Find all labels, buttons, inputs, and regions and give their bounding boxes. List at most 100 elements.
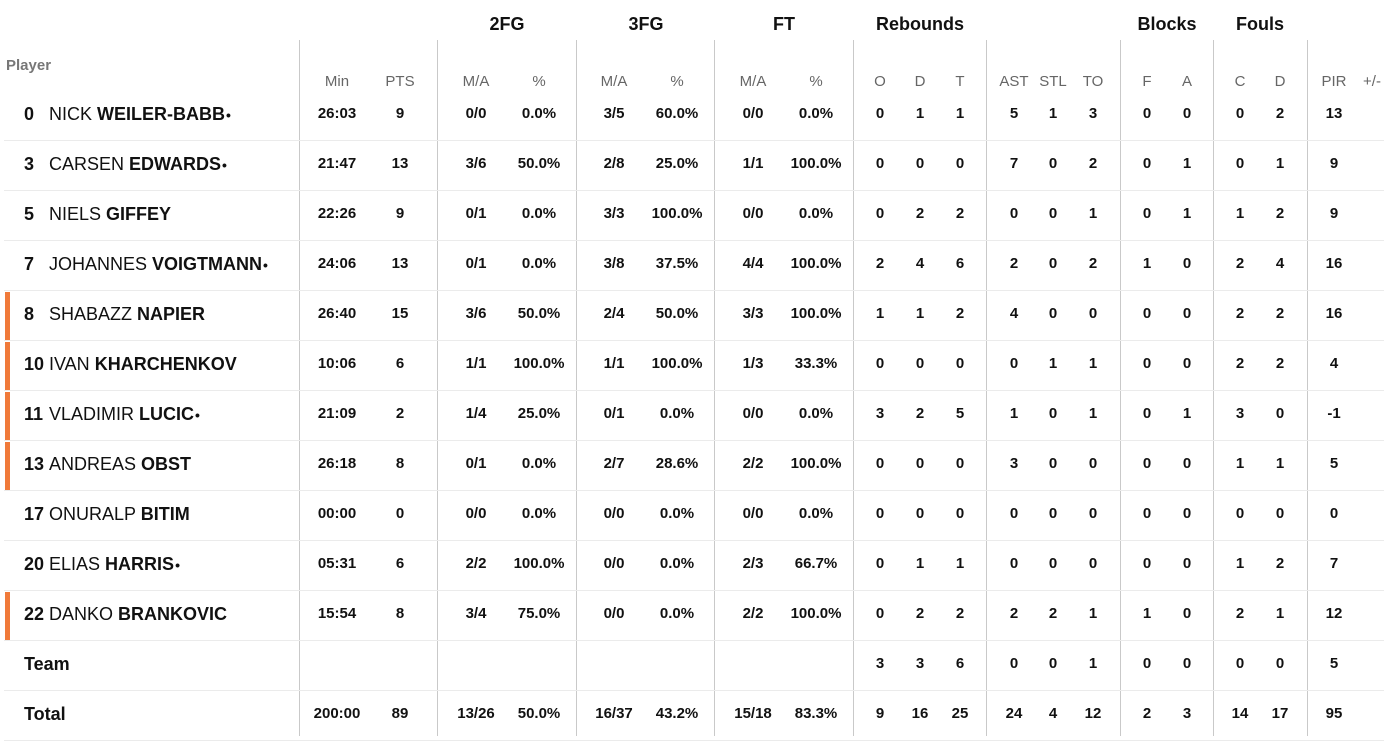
stat-3fg-pct: 100.0% bbox=[651, 205, 703, 222]
row-separator bbox=[4, 690, 1384, 691]
stat-3fg-pct: 60.0% bbox=[655, 105, 699, 122]
subheader-reb-t[interactable]: T bbox=[955, 73, 965, 90]
stat-fouls-c: 2 bbox=[1235, 255, 1245, 272]
stat-reb-t: 0 bbox=[955, 155, 965, 172]
stat-stl: 0 bbox=[1048, 555, 1058, 572]
stat-ast: 3 bbox=[1009, 455, 1019, 472]
player-last-name: WEILER-BABB bbox=[97, 104, 226, 124]
stat-3fg-ma: 0/1 bbox=[603, 405, 625, 422]
group-3fg: 3FG bbox=[628, 14, 664, 34]
subheader-stl[interactable]: STL bbox=[1039, 73, 1067, 90]
subheader-reb-d[interactable]: D bbox=[914, 73, 926, 90]
stat-3fg-ma: 0/0 bbox=[603, 605, 625, 622]
stat-blk-f: 0 bbox=[1142, 305, 1152, 322]
stat-reb-d: 2 bbox=[915, 405, 925, 422]
stat-to: 12 bbox=[1084, 705, 1102, 722]
stat-reb-d: 16 bbox=[911, 705, 929, 722]
stat-pts: 8 bbox=[395, 605, 405, 622]
player-name-link[interactable]: ELIAS HARRIS• bbox=[49, 554, 180, 575]
team-label: Team bbox=[24, 654, 70, 674]
stat-3fg-pct: 25.0% bbox=[655, 155, 699, 172]
stat-blk-a: 0 bbox=[1182, 355, 1192, 372]
starter-marker: • bbox=[226, 107, 231, 123]
stat-2fg-ma: 0/0 bbox=[465, 505, 487, 522]
stat-fouls-c: 3 bbox=[1235, 405, 1245, 422]
stat-min: 15:54 bbox=[317, 605, 357, 622]
subheader-3fg-pct[interactable]: % bbox=[670, 73, 684, 90]
stat-reb-t: 25 bbox=[951, 705, 969, 722]
subheader-3fg-ma[interactable]: M/A bbox=[600, 73, 628, 90]
stat-blk-f: 1 bbox=[1142, 605, 1152, 622]
player-name-link[interactable]: NICK WEILER-BABB• bbox=[49, 104, 231, 125]
subheader-fouls-d[interactable]: D bbox=[1274, 73, 1286, 90]
stat-ft-ma: 0/0 bbox=[742, 205, 764, 222]
subheader-ft-pct[interactable]: % bbox=[809, 73, 823, 90]
player-last-name: OBST bbox=[141, 454, 192, 474]
player-name-link[interactable]: CARSEN EDWARDS• bbox=[49, 154, 227, 175]
subheader-2fg-pct[interactable]: % bbox=[532, 73, 546, 90]
stat-reb-d: 0 bbox=[915, 155, 925, 172]
subheader-blk-f[interactable]: F bbox=[1142, 73, 1152, 90]
player-name-link[interactable]: ANDREAS OBST bbox=[49, 454, 191, 475]
stat-fouls-c: 14 bbox=[1231, 705, 1249, 722]
stat-fouls-c: 0 bbox=[1235, 655, 1245, 672]
divider bbox=[986, 40, 987, 736]
stat-ast: 0 bbox=[1009, 355, 1019, 372]
stat-2fg-pct: 75.0% bbox=[517, 605, 561, 622]
player-name-link[interactable]: SHABAZZ NAPIER bbox=[49, 304, 205, 325]
row-separator bbox=[4, 240, 1384, 241]
subheader-pir[interactable]: PIR bbox=[1321, 73, 1347, 90]
subheader-pts[interactable]: PTS bbox=[385, 73, 415, 90]
stat-pts: 6 bbox=[395, 555, 405, 572]
subheader-ft-ma[interactable]: M/A bbox=[739, 73, 767, 90]
stat-ft-ma: 0/0 bbox=[742, 505, 764, 522]
stat-fouls-d: 2 bbox=[1275, 205, 1285, 222]
stat-pts: 2 bbox=[395, 405, 405, 422]
stat-pts: 13 bbox=[391, 255, 409, 272]
player-name-link[interactable]: IVAN KHARCHENKOV bbox=[49, 354, 237, 375]
subheader-min[interactable]: Min bbox=[324, 73, 350, 90]
row-separator bbox=[4, 340, 1384, 341]
starter-marker: • bbox=[263, 257, 268, 273]
stat-3fg-pct: 0.0% bbox=[659, 505, 695, 522]
stat-blk-a: 0 bbox=[1182, 605, 1192, 622]
stat-min: 10:06 bbox=[317, 355, 357, 372]
subheader-reb-o[interactable]: O bbox=[874, 73, 886, 90]
stat-to: 2 bbox=[1088, 155, 1098, 172]
player-name-link[interactable]: VLADIMIR LUCIC• bbox=[49, 404, 200, 425]
player-row: 13 ANDREAS OBST 26:18 8 0/1 0.0% 2/7 28.6% 2/2 10… bbox=[0, 441, 1384, 491]
stat-reb-o: 0 bbox=[875, 355, 885, 372]
player-name-link[interactable]: NIELS GIFFEY bbox=[49, 204, 171, 225]
player-name-link[interactable]: JOHANNES VOIGTMANN• bbox=[49, 254, 268, 275]
stat-ast: 2 bbox=[1009, 255, 1019, 272]
subheader-blk-a[interactable]: A bbox=[1181, 73, 1193, 90]
subheader-2fg-ma[interactable]: M/A bbox=[462, 73, 490, 90]
stat-blk-f: 0 bbox=[1142, 155, 1152, 172]
stat-2fg-ma: 13/26 bbox=[457, 705, 495, 722]
row-highlight-bar bbox=[5, 342, 10, 390]
stat-stl: 0 bbox=[1048, 255, 1058, 272]
stat-stl: 0 bbox=[1048, 155, 1058, 172]
subheader-fouls-c[interactable]: C bbox=[1234, 73, 1246, 90]
subheader-to[interactable]: TO bbox=[1082, 73, 1104, 90]
stat-reb-o: 3 bbox=[875, 655, 885, 672]
stat-fouls-d: 2 bbox=[1275, 105, 1285, 122]
stat-fouls-c: 0 bbox=[1235, 155, 1245, 172]
stat-2fg-ma: 3/6 bbox=[465, 305, 487, 322]
stat-fouls-d: 17 bbox=[1271, 705, 1289, 722]
player-name-link[interactable]: ONURALP BITIM bbox=[49, 504, 190, 525]
subheader-ast[interactable]: AST bbox=[999, 73, 1029, 90]
group-blocks: Blocks bbox=[1137, 14, 1197, 34]
player-name-link[interactable]: DANKO BRANKOVIC bbox=[49, 604, 227, 625]
stat-stl: 2 bbox=[1048, 605, 1058, 622]
subheader-plus-minus[interactable]: +/- bbox=[1363, 73, 1381, 90]
stat-pir: 5 bbox=[1329, 655, 1339, 672]
stat-min: 26:18 bbox=[317, 455, 357, 472]
stat-pts: 15 bbox=[391, 305, 409, 322]
divider bbox=[1213, 40, 1214, 736]
stat-ft-pct: 0.0% bbox=[798, 405, 834, 422]
stat-reb-d: 0 bbox=[915, 355, 925, 372]
total-row: Total 200:00 89 13/26 50.0% 16/37 43.2% 15/18 83… bbox=[0, 691, 1384, 741]
stat-fouls-d: 2 bbox=[1275, 305, 1285, 322]
stat-reb-o: 0 bbox=[875, 155, 885, 172]
